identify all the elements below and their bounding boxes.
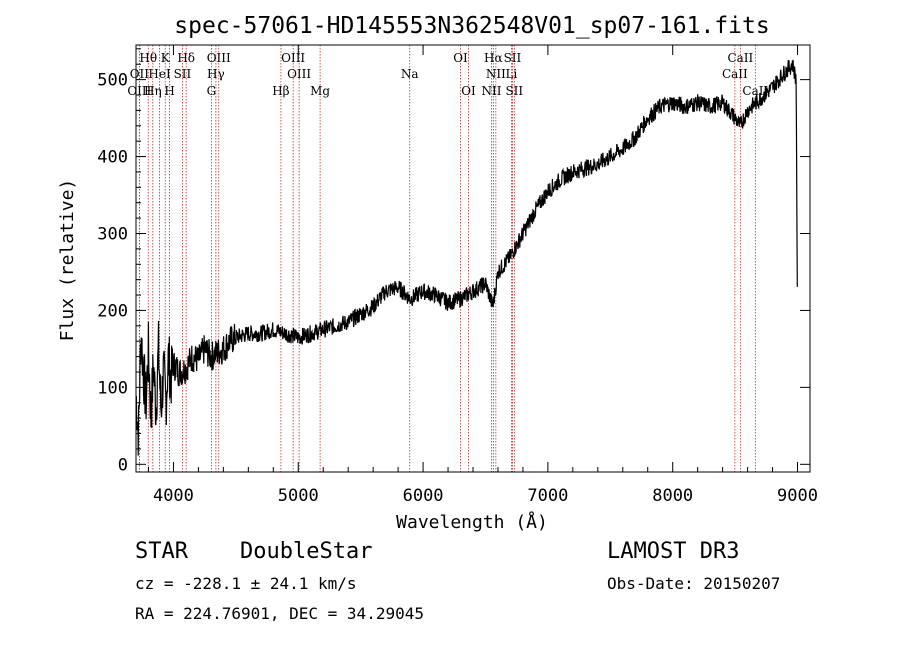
line-label: Hη	[144, 84, 162, 98]
line-label: HeI	[148, 67, 171, 81]
line-label: CaII	[722, 67, 748, 81]
spectrum-line	[135, 59, 798, 456]
object-class: STAR	[135, 539, 189, 564]
y-tick-label: 300	[97, 224, 128, 244]
x-tick-label: 4000	[153, 486, 194, 506]
line-label: OI	[461, 84, 476, 98]
chart-title: spec-57061-HD145553N362548V01_sp07-161.f…	[174, 13, 769, 39]
y-tick-label: 200	[97, 301, 128, 321]
x-tick-label: 7000	[527, 486, 568, 506]
line-label: Hδ	[177, 51, 195, 65]
coordinates: RA = 224.76901, DEC = 34.29045	[135, 604, 424, 623]
line-label: CaII	[727, 51, 753, 65]
line-label: G	[207, 84, 217, 98]
line-label: SII	[174, 67, 192, 81]
line-label: Mg	[310, 84, 330, 98]
line-label: K	[161, 51, 171, 65]
observation-date: Obs-Date: 20150207	[607, 574, 780, 593]
y-tick-label: 500	[97, 71, 128, 91]
line-label: Hα	[484, 51, 503, 65]
y-axis-label: Flux (relative)	[57, 179, 78, 342]
line-label: NII	[486, 67, 506, 81]
object-subclass: DoubleStar	[240, 539, 372, 564]
y-axis-ticks: 0 100 200 300 400 500	[97, 48, 810, 475]
line-label: OIII	[207, 51, 231, 65]
y-tick-label: 100	[97, 378, 128, 398]
line-label: OII	[130, 67, 150, 81]
y-tick-label: 0	[118, 455, 128, 475]
x-axis-ticks: 4000 5000 6000 7000 8000 9000	[147, 45, 818, 506]
line-label: Hθ	[139, 51, 157, 65]
x-tick-label: 9000	[777, 486, 818, 506]
x-tick-label: 5000	[278, 486, 319, 506]
line-label: Na	[401, 67, 419, 81]
x-tick-label: 6000	[403, 486, 444, 506]
redshift-value: cz = -228.1 ± 24.1 km/s	[135, 574, 357, 593]
line-label: Hβ	[272, 84, 289, 98]
x-tick-label: 8000	[652, 486, 693, 506]
survey-name: LAMOST DR3	[607, 539, 739, 564]
line-label: SII	[504, 51, 522, 65]
y-tick-label: 400	[97, 148, 128, 168]
line-label: H	[164, 84, 174, 98]
line-label: OIII	[281, 51, 305, 65]
emission-line-markers	[138, 45, 756, 472]
emission-line-labels: Hθ Hη K H HeI Hδ SII OII OIII OIII Hγ G OIII OIII Hβ Mg…	[127, 51, 768, 98]
line-label: OIII	[287, 67, 311, 81]
line-label: Hγ	[207, 67, 225, 81]
plot-frame	[135, 44, 811, 473]
line-label: SII	[505, 84, 523, 98]
line-label: Li	[506, 67, 518, 81]
x-axis-label: Wavelength (Å)	[396, 511, 548, 533]
line-label: CaII	[742, 84, 768, 98]
line-label: NII	[481, 84, 501, 98]
line-label: OI	[453, 51, 468, 65]
line-label: OIII	[127, 84, 151, 98]
